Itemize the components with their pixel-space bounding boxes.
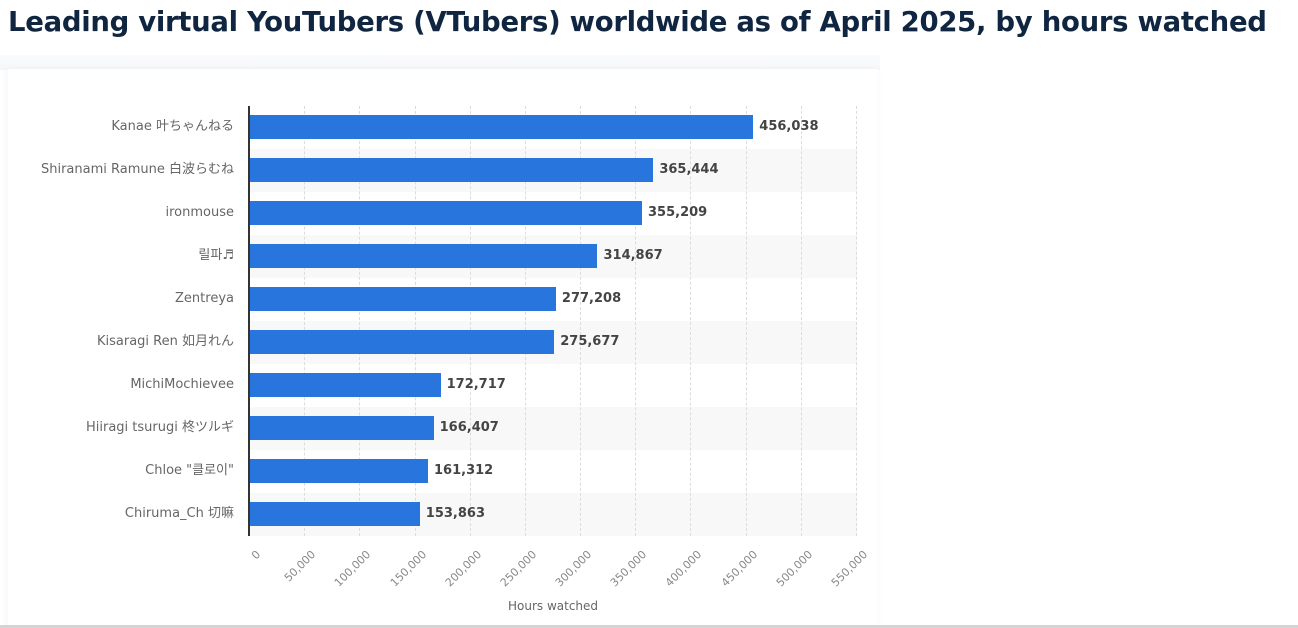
value-label: 172,717 — [446, 377, 506, 392]
bar[interactable] — [250, 201, 643, 225]
gridline — [414, 106, 416, 536]
x-axis-label: Hours watched — [507, 599, 599, 613]
header-band — [0, 55, 880, 70]
value-label: 161,312 — [434, 463, 494, 478]
category-label: Kanae 叶ちゃんねる — [111, 119, 234, 134]
bar[interactable] — [250, 244, 598, 268]
bar[interactable] — [250, 459, 429, 483]
y-axis-line — [248, 106, 250, 536]
value-label: 153,863 — [425, 506, 486, 521]
page-title: Leading virtual YouTubers (VTubers) worl… — [8, 6, 1267, 38]
bar[interactable] — [250, 373, 441, 397]
value-label: 275,677 — [560, 334, 620, 349]
gridline — [856, 106, 857, 536]
gridline — [745, 106, 747, 536]
gridline — [690, 106, 692, 536]
value-label: 355,209 — [648, 205, 708, 220]
gridline — [524, 106, 526, 536]
gridline — [359, 106, 361, 536]
category-label: Shiranami Ramune 白波らむね — [40, 162, 234, 177]
gridline — [469, 106, 471, 536]
bottom-divider — [0, 625, 1298, 628]
value-label: 166,407 — [439, 420, 499, 435]
bar[interactable] — [250, 115, 754, 139]
bar[interactable] — [250, 287, 556, 311]
category-label: Kisaragi Ren 如月れん — [96, 334, 234, 349]
value-label: 365,444 — [659, 162, 719, 177]
value-label: 314,867 — [603, 248, 663, 263]
bar[interactable] — [250, 502, 420, 526]
category-label: MichiMochievee — [130, 377, 234, 392]
gridline — [635, 106, 637, 536]
gridline — [580, 106, 582, 536]
bar[interactable] — [250, 416, 434, 440]
category-label: Hiiragi tsurugi 柊ツルギ — [86, 420, 234, 435]
value-label: 277,208 — [561, 291, 622, 306]
value-label: 456,038 — [759, 119, 819, 134]
category-label: ironmouse — [165, 205, 235, 220]
bar[interactable] — [250, 330, 555, 354]
bar[interactable] — [250, 158, 654, 182]
gridline — [304, 106, 306, 536]
gridline — [800, 106, 802, 536]
category-label: 릴파♬ — [198, 248, 234, 263]
category-label: Zentreya — [175, 291, 234, 306]
category-label: Chiruma_Ch 切嘛 — [124, 506, 234, 521]
category-label: Chloe "클로이" — [145, 463, 234, 478]
